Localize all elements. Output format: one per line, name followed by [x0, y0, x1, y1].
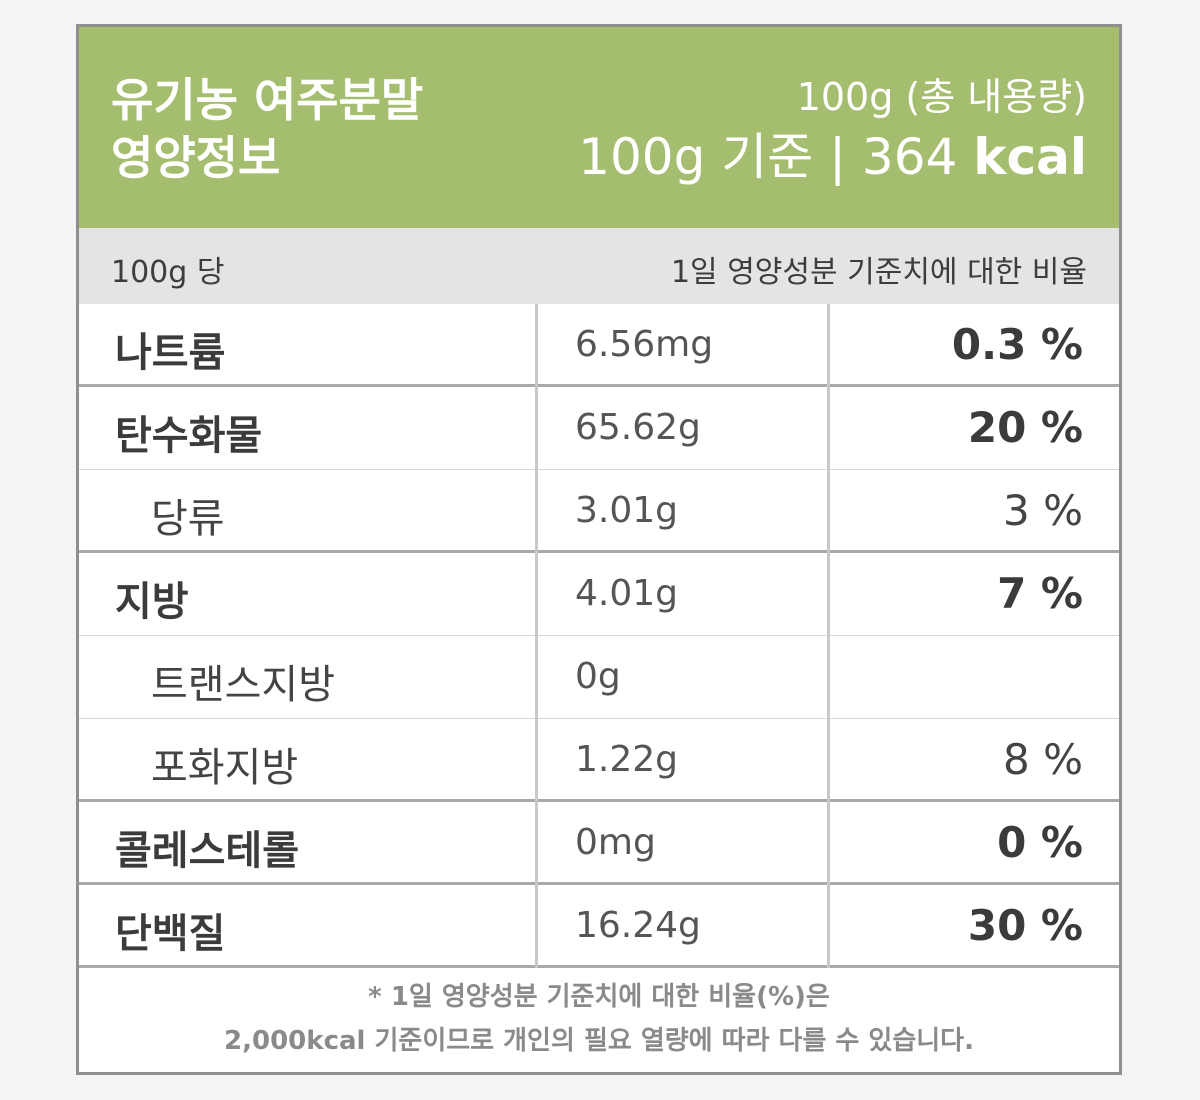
calorie-unit: kcal — [973, 128, 1087, 186]
nutrient-amount: 3.01g — [575, 490, 679, 531]
total-content: 100g (총 내용량) — [796, 75, 1087, 119]
nutrient-percent: 30 % — [967, 901, 1083, 950]
nutrient-amount: 1.22g — [575, 739, 679, 780]
nutrient-percent: 8 % — [1003, 735, 1083, 784]
calorie-basis-value: 100g 기준 | 364 — [578, 128, 974, 186]
nutrient-name: 탄수화물 — [115, 413, 263, 459]
column-divider-1 — [535, 304, 538, 968]
nutrient-name: 트랜스지방 — [151, 662, 335, 708]
nutrient-name: 지방 — [115, 579, 189, 625]
nutrient-row-trans-fat: 트랜스지방 0g — [79, 636, 1119, 719]
footnote-line-1: * 1일 영양성분 기준치에 대한 비율(%)은 — [368, 982, 830, 1012]
footnote: * 1일 영양성분 기준치에 대한 비율(%)은 2,000kcal 기준이므로… — [79, 975, 1119, 1063]
nutrient-name: 나트륨 — [115, 330, 226, 376]
label-header: 유기농 여주분말 영양정보 100g (총 내용량) 100g 기준 | 364… — [79, 27, 1119, 228]
nutrient-percent: 3 % — [1003, 486, 1083, 535]
nutrient-row-sodium: 나트륨 6.56mg 0.3 % — [79, 304, 1119, 387]
nutrient-row-saturated-fat: 포화지방 1.22g 8 % — [79, 719, 1119, 802]
calorie-basis: 100g 기준 | 364 kcal — [578, 127, 1087, 187]
nutrition-info-heading: 영양정보 — [111, 131, 281, 185]
nutrient-percent: 0 % — [997, 818, 1083, 867]
nutrient-amount: 16.24g — [575, 905, 701, 946]
nutrient-name: 당류 — [151, 496, 225, 542]
column-subheader: 100g 당 1일 영양성분 기준치에 대한 비율 — [79, 228, 1119, 304]
nutrient-amount: 4.01g — [575, 573, 679, 614]
per-serving-label: 100g 당 — [111, 255, 225, 290]
product-name: 유기농 여주분말 — [111, 73, 424, 127]
daily-value-ratio-label: 1일 영양성분 기준치에 대한 비율 — [670, 255, 1087, 290]
nutrient-row-carbohydrate: 탄수화물 65.62g 20 % — [79, 387, 1119, 470]
nutrient-amount: 6.56mg — [575, 324, 714, 365]
nutrient-percent: 7 % — [997, 569, 1083, 618]
nutrient-name: 포화지방 — [151, 745, 299, 791]
nutrient-amount: 0g — [575, 656, 621, 697]
product-title: 유기농 여주분말 영양정보 — [111, 71, 423, 187]
nutrient-amount: 65.62g — [575, 407, 701, 448]
footnote-line-2: 2,000kcal 기준이므로 개인의 필요 열량에 따라 다를 수 있습니다. — [224, 1026, 974, 1056]
nutrient-name: 콜레스테롤 — [115, 828, 299, 874]
nutrient-row-sugars: 당류 3.01g 3 % — [79, 470, 1119, 553]
nutrition-facts-label: 유기농 여주분말 영양정보 100g (총 내용량) 100g 기준 | 364… — [76, 24, 1122, 1075]
nutrient-amount: 0mg — [575, 822, 656, 863]
nutrient-table: 나트륨 6.56mg 0.3 % 탄수화물 65.62g 20 % 당류 3.01g 3 % 지방… — [79, 304, 1119, 968]
nutrient-row-cholesterol: 콜레스테롤 0mg 0 % — [79, 802, 1119, 885]
column-divider-2 — [827, 304, 830, 968]
nutrient-percent: 0.3 % — [951, 320, 1083, 369]
nutrient-name: 단백질 — [115, 911, 226, 957]
nutrient-row-protein: 단백질 16.24g 30 % — [79, 885, 1119, 968]
nutrient-percent: 20 % — [967, 403, 1083, 452]
nutrient-row-fat: 지방 4.01g 7 % — [79, 553, 1119, 636]
